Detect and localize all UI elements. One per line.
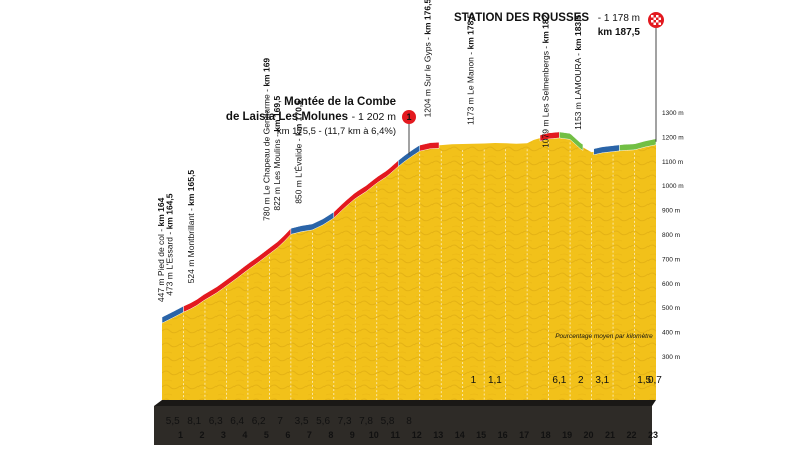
slope-label: 7,3 [338, 416, 352, 427]
profile-area-group [154, 134, 656, 445]
km-tick-label: 22 [627, 430, 637, 440]
slope-note: Pourcentage moyen par kilomètre [555, 333, 653, 340]
place-annotation: 1204 m Sur le Gyps - km 176,5 [422, 0, 432, 117]
checker-square [656, 15, 659, 18]
checker-square [651, 20, 654, 23]
km-tick-label: 21 [605, 430, 615, 440]
profile-base-top [154, 400, 656, 406]
km-tick-label: 16 [498, 430, 508, 440]
place-annotation: 524 m Montbrillant - km 165,5 [186, 170, 196, 284]
km-tick-label: 3 [221, 430, 226, 440]
slope-label: 1,1 [488, 375, 502, 386]
finish-altitude: - 1 178 m [598, 13, 640, 24]
climb-detail: km 175,5 - (11,7 km à 6,4%) [277, 126, 396, 137]
km-tick-label: 5 [264, 430, 269, 440]
checker-square [658, 17, 661, 20]
slope-label: 1 [471, 375, 477, 386]
place-annotation: 822 m Les Moulins - km 169,5 [272, 96, 282, 211]
slope-label: 7 [277, 416, 283, 427]
km-tick-label: 4 [242, 430, 247, 440]
slope-label: 3,5 [295, 416, 309, 427]
slope-label: 2 [578, 375, 584, 386]
slope-label: 6,4 [230, 416, 244, 427]
climb-title-line2: de Laisia Les Molunes [226, 111, 348, 123]
km-tick-label: 8 [328, 430, 333, 440]
km-tick-label: 15 [476, 430, 486, 440]
finish-name: STATION DES ROUSSES [454, 12, 589, 24]
place-annotation: 1173 m Le Manon - km 178,5 [465, 13, 475, 125]
km-tick-label: 12 [412, 430, 422, 440]
km-tick-label: 1 [178, 430, 183, 440]
profile-terrain-area [162, 134, 656, 400]
checker-square [651, 15, 654, 18]
place-annotation: 473 m L'Essard - km 164,5 [165, 193, 175, 296]
place-annotation: 447 m Pied de col - km 164 [156, 197, 166, 302]
climb-category-band [559, 131, 584, 151]
profile-base-front [154, 406, 652, 445]
km-tick-label: 17 [519, 430, 529, 440]
altitude-tick-label: 300 m [662, 354, 680, 361]
km-gridlines [183, 141, 635, 400]
altitude-tick-label: 700 m [662, 256, 680, 263]
km-tick-label: 11 [391, 430, 401, 440]
km-tick-label: 18 [541, 430, 551, 440]
place-annotation: 850 m L'Évalide - km 170,5 [294, 100, 304, 204]
km-tick-label: 23 [648, 430, 658, 440]
slope-label: 5,5 [166, 416, 180, 427]
slope-label: 6,3 [209, 416, 223, 427]
slope-label: 0,7 [648, 375, 662, 386]
slope-label: 5,6 [316, 416, 330, 427]
place-annotation: 1079 m Les Selmenbergs - km 182 [541, 14, 551, 148]
climb-altitude: - 1 202 m [352, 111, 397, 123]
km-tick-label: 2 [199, 430, 204, 440]
finish-label: STATION DES ROUSSES - 1 178 m km 187,5 [454, 12, 664, 142]
altitude-tick-label: 600 m [662, 281, 680, 288]
place-annotation: 1153 m LAMOURA - km 183,5 [573, 14, 583, 129]
finish-km: km 187,5 [598, 27, 641, 38]
slope-label: 5,8 [381, 416, 395, 427]
climb-title-line1: Montée de la Combe [284, 96, 396, 108]
km-tick-label: 19 [562, 430, 572, 440]
checkered-flag-icon [651, 15, 661, 25]
slope-label: 6,2 [252, 416, 266, 427]
slope-label: 8 [406, 416, 412, 427]
slope-labels: 5,5 8,1 6,3 6,4 6,2 7 3,5 5,6 7,3 7,8 5,8 8 1 1,1 6,1 2… [166, 375, 663, 427]
climb-category-bands [161, 131, 657, 324]
altitude-tick-label: 900 m [662, 208, 680, 215]
climb-category-marker [402, 110, 416, 124]
km-tick-label: 20 [584, 430, 594, 440]
altitude-tick-label: 1300 m [662, 110, 684, 117]
km-tick-label: 14 [455, 430, 465, 440]
km-tick-label: 13 [433, 430, 443, 440]
km-axis: 1 2 3 4 5 6 7 8 9 10 11 12 13 14 15 16 17 18 19 20 21 22 23 [178, 430, 658, 440]
km-tick-label: 7 [307, 430, 312, 440]
checker-square [653, 22, 656, 25]
climb-label: Montée de la Combe de Laisia Les Molunes… [226, 96, 416, 156]
km-tick-label: 9 [350, 430, 355, 440]
altitude-tick-label: 1100 m [662, 159, 683, 166]
altitude-tick-label: 1200 m [662, 134, 684, 141]
km-tick-label: 6 [285, 430, 290, 440]
climb-category-number: 1 [406, 112, 411, 122]
climb-category-band [619, 138, 657, 152]
checker-square [656, 20, 659, 23]
km-tick-label: 10 [369, 430, 379, 440]
slope-label: 7,8 [359, 416, 373, 427]
altitude-tick-label: 1000 m [662, 183, 684, 190]
climb-category-band [419, 142, 440, 152]
slope-label: 6,1 [552, 375, 566, 386]
checker-square [658, 22, 661, 25]
altitude-tick-label: 800 m [662, 232, 680, 239]
place-annotation: 780 m Le Chapeau de Gendarme - km 169 [261, 58, 271, 221]
altitude-tick-label: 500 m [662, 305, 680, 312]
altitude-axis: 300 m 400 m 500 m 600 m 700 m 800 m 900 m 1000 … [662, 110, 684, 361]
slope-label: 1,5 [637, 375, 651, 386]
checker-square [653, 17, 656, 20]
slope-label: 3,1 [595, 375, 609, 386]
altitude-tick-label: 400 m [662, 330, 680, 337]
slope-label: 8,1 [187, 416, 201, 427]
